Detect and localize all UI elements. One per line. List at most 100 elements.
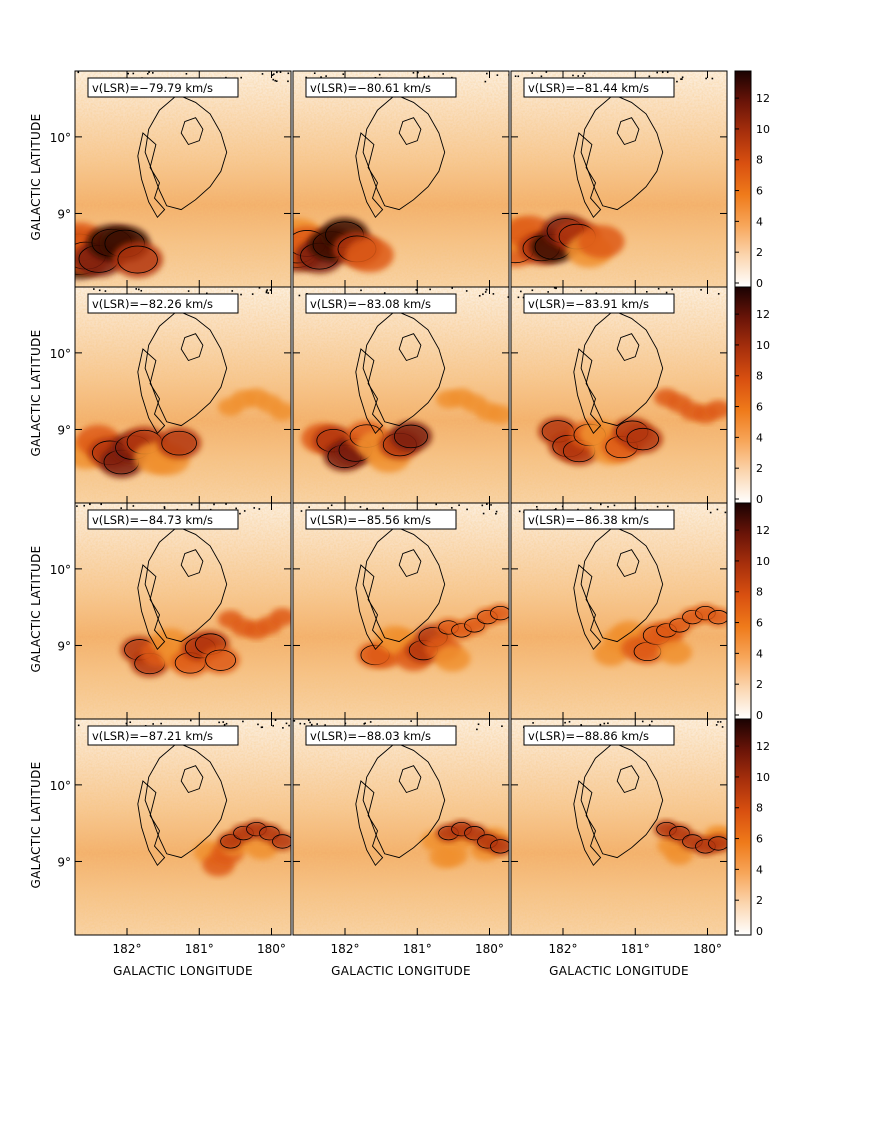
y-axis-label-row-1: GALACTIC LATITUDE: [29, 113, 43, 241]
ring-contour: [573, 348, 602, 435]
ring-contour: [137, 348, 166, 435]
noise-speckle: [132, 72, 135, 75]
ring-contour: [580, 526, 664, 643]
noise-speckle: [275, 80, 278, 82]
noise-speckle: [308, 719, 310, 722]
noise-speckle: [681, 76, 684, 79]
y-tick-label: 9°: [57, 423, 71, 437]
noise-speckle: [545, 71, 548, 73]
noise-speckle: [383, 292, 386, 294]
noise-speckle: [382, 507, 384, 510]
noise-speckle: [607, 505, 609, 508]
x-axis-label-col-2: GALACTIC LONGITUDE: [331, 964, 471, 978]
noise-speckle: [251, 293, 254, 295]
panel-noise: [511, 719, 727, 935]
noise-speckle: [603, 722, 606, 725]
noise-speckle: [152, 723, 154, 725]
noise-speckle: [485, 288, 488, 291]
noise-speckle: [231, 290, 234, 292]
channel-panel: [75, 71, 291, 287]
noise-speckle: [330, 504, 333, 507]
noise-speckle: [89, 503, 91, 506]
noise-speckle: [417, 71, 419, 74]
noise-speckle: [152, 72, 154, 74]
noise-speckle: [274, 719, 277, 721]
noise-speckle: [146, 72, 149, 75]
ring-contour: [137, 564, 166, 651]
noise-speckle: [580, 724, 582, 726]
x-tick-label: 182°: [113, 942, 142, 956]
noise-speckle: [77, 71, 80, 74]
noise-speckle: [507, 296, 509, 298]
noise-speckle: [282, 727, 284, 729]
emission-blob: [269, 402, 291, 421]
noise-speckle: [120, 507, 122, 509]
colorbar-tick-label: 0: [756, 925, 763, 938]
noise-speckle: [213, 503, 215, 506]
ring-contour: [144, 526, 228, 643]
ring-contour: [573, 780, 602, 867]
velocity-label: v(LSR)=−86.38 km/s: [523, 509, 675, 530]
noise-speckle: [705, 77, 707, 80]
colorbar-tick-label: 2: [756, 246, 763, 259]
velocity-label: v(LSR)=−83.91 km/s: [523, 293, 675, 314]
colorbar-tick-label: 4: [756, 863, 763, 876]
noise-speckle: [77, 724, 80, 727]
noise-speckle: [125, 722, 128, 725]
noise-speckle: [137, 288, 140, 291]
ring-contour: [398, 765, 422, 794]
noise-speckle: [700, 289, 702, 291]
channel-panel: [75, 719, 291, 935]
emission-blob: [657, 640, 693, 665]
noise-speckle: [465, 290, 468, 292]
noise-speckle: [253, 507, 256, 509]
noise-speckle: [378, 73, 381, 76]
y-tick-label: 10°: [50, 347, 71, 361]
colorbar-tick-label: 8: [756, 586, 763, 599]
noise-speckle: [490, 504, 492, 506]
channel-panel: [293, 719, 509, 935]
noise-speckle: [342, 73, 345, 75]
colorbar-tick-label: 2: [756, 462, 763, 475]
ring-contour: [144, 94, 228, 211]
velocity-label: v(LSR)=−82.26 km/s: [87, 293, 239, 314]
noise-speckle: [98, 289, 101, 292]
noise-speckle: [553, 287, 556, 289]
noise-speckle: [613, 504, 616, 507]
noise-speckle: [135, 288, 138, 290]
noise-speckle: [225, 503, 227, 505]
noise-speckle: [599, 503, 602, 506]
noise-speckle: [364, 722, 366, 725]
y-tick-label: 9°: [57, 855, 71, 869]
noise-speckle: [477, 723, 480, 726]
noise-speckle: [717, 293, 720, 295]
emission-blob: [622, 424, 663, 454]
noise-speckle: [272, 73, 275, 75]
panel-noise: [75, 503, 291, 719]
noise-speckle: [451, 287, 454, 289]
noise-speckle: [501, 725, 503, 728]
noise-speckle: [148, 71, 150, 73]
noise-speckle: [271, 74, 274, 76]
noise-speckle: [482, 512, 485, 515]
ring-contour: [137, 780, 166, 867]
ring-contour: [616, 549, 640, 578]
noise-speckle: [709, 511, 712, 514]
emission-contour: [205, 649, 236, 671]
y-tick-label: 9°: [57, 207, 71, 221]
noise-speckle: [76, 505, 78, 507]
noise-speckle: [257, 723, 259, 726]
colorbar-tick-label: 8: [756, 370, 763, 383]
channel-panel: [293, 287, 509, 503]
noise-speckle: [287, 72, 290, 75]
y-tick-label: 10°: [50, 779, 71, 793]
x-axis-label-col-1: GALACTIC LONGITUDE: [113, 964, 253, 978]
x-tick-label: 180°: [257, 942, 286, 956]
noise-speckle: [415, 289, 418, 291]
x-tick-label: 180°: [475, 942, 504, 956]
ring-contour: [580, 742, 664, 859]
x-tick-label: 182°: [549, 942, 578, 956]
velocity-label-box: [87, 725, 239, 746]
noise-speckle: [218, 721, 220, 724]
